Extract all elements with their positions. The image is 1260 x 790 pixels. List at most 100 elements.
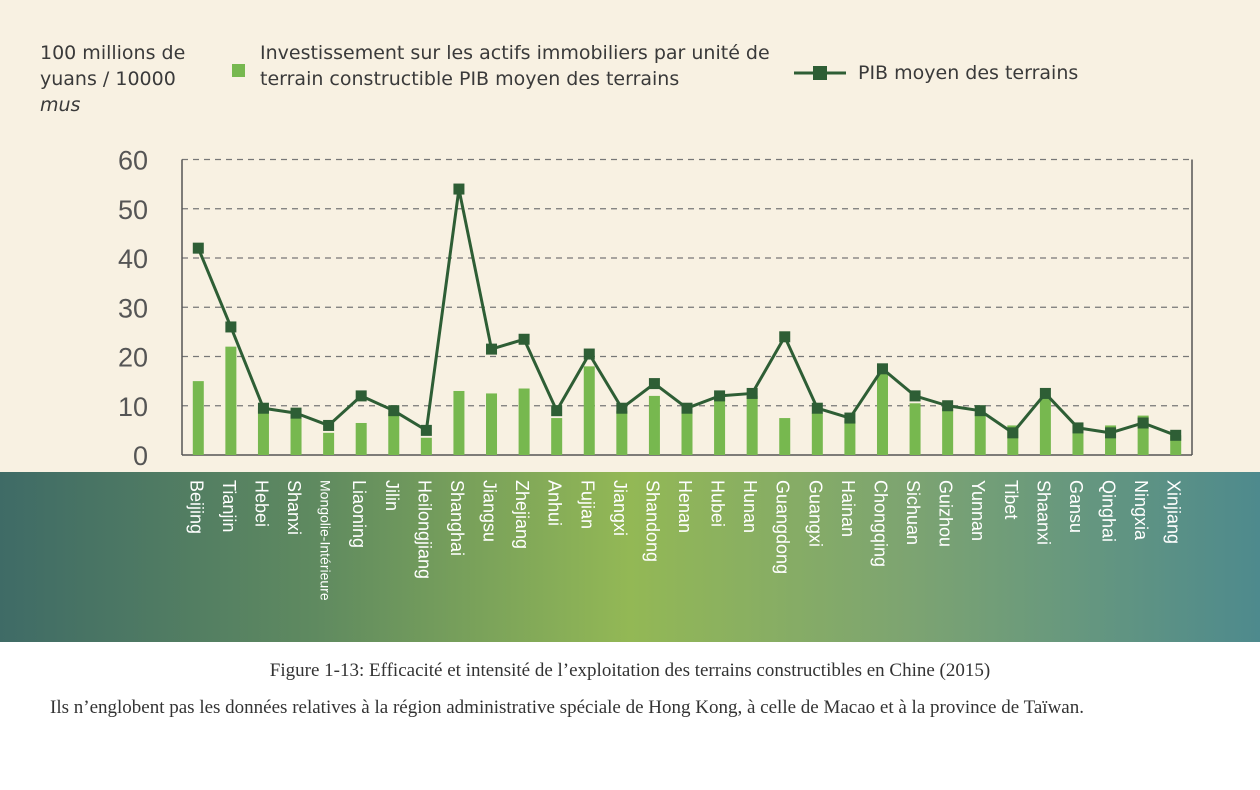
bar-shandong: [648, 395, 660, 455]
line-point-yunnan: [974, 405, 986, 417]
x-tick-label: Zhejiang: [512, 480, 532, 549]
bar-shanghai: [453, 390, 465, 455]
x-tick-label: Shaanxi: [1033, 480, 1053, 545]
chart-figure: 0 10 20 30 40 50 60 Beijing Tianjin Hebei Shanxi M…: [0, 0, 1260, 642]
bar-shanxi: [290, 415, 302, 455]
bar-guizhou: [942, 408, 954, 455]
x-tick-label: Qinghai: [1099, 480, 1119, 542]
y-unit-line-2: yuans / 10000: [40, 68, 176, 90]
line-point-shandong: [648, 378, 660, 390]
line-point-liaoning: [355, 390, 367, 402]
x-tick-label: Shanxi: [284, 480, 304, 535]
x-tick-label: Chongqing: [870, 480, 890, 567]
x-tick-label: Beijing: [186, 480, 206, 534]
legend-line-swatch: [794, 66, 846, 80]
x-tick-label: Tianjin: [219, 480, 239, 532]
bar-guangdong: [779, 418, 791, 455]
line-point-tianjin: [225, 321, 237, 333]
x-tick-label: Anhui: [545, 480, 565, 526]
legend-bar-label: Investissement sur les actifs immobilier…: [260, 42, 770, 90]
y-tick-label: 50: [118, 195, 148, 225]
x-tick-label: Heilongjiang: [414, 480, 434, 579]
line-point-hainan: [844, 412, 856, 424]
bar-hebei: [257, 408, 269, 455]
x-tick-label: Guangxi: [805, 480, 825, 547]
bar-jiangsu: [486, 393, 498, 455]
y-axis-unit-label: 100 millions de yuans / 10000 mus: [40, 40, 210, 118]
x-tick-label: Sichuan: [903, 480, 923, 545]
line-point-hebei: [257, 402, 269, 414]
bar-liaoning: [355, 422, 367, 455]
line-point-hubei: [714, 390, 726, 402]
y-unit-line-3: mus: [40, 94, 81, 116]
x-tick-label: Jilin: [382, 480, 402, 511]
bar-shaanxi: [1039, 395, 1051, 455]
line-point-tibet: [1007, 427, 1019, 439]
line-point-qinghai: [1105, 427, 1117, 439]
line-point-anhui: [551, 405, 563, 417]
line-point-guangdong: [779, 331, 791, 343]
bar-qinghai: [1105, 425, 1117, 455]
line-point-chongqing: [876, 363, 888, 375]
x-tick-label: Guizhou: [936, 480, 956, 547]
y-tick-label: 30: [118, 293, 148, 323]
bar-heilongjiang: [420, 437, 432, 455]
x-tick-label: Jiangxi: [610, 480, 630, 536]
line-point-fujian: [583, 348, 595, 360]
x-tick-label: Shanghai: [447, 480, 467, 556]
bar-mongolie-int-rieure: [323, 432, 335, 455]
bar-xinjiang: [1170, 435, 1182, 455]
x-tick-label: Henan: [675, 480, 695, 533]
y-unit-line-1: 100 millions de: [40, 42, 186, 64]
x-tick-label: Jiangsu: [480, 480, 500, 542]
bar-chongqing: [876, 373, 888, 455]
line-point-beijing: [192, 242, 204, 254]
x-tick-label: Yunnan: [968, 480, 988, 541]
legend-line-label: PIB moyen des terrains: [858, 62, 1079, 84]
bar-hainan: [844, 420, 856, 455]
bar-zhejiang: [518, 388, 530, 455]
line-point-guangxi: [811, 402, 823, 414]
bar-hunan: [746, 395, 758, 455]
x-tick-label: Mongolie-Intérieure: [318, 480, 334, 601]
line-point-shanxi: [290, 407, 302, 419]
bar-guangxi: [811, 413, 823, 455]
line-point-xinjiang: [1170, 429, 1182, 441]
x-tick-label: Ningxia: [1131, 480, 1151, 541]
bar-tianjin: [225, 346, 237, 455]
x-tick-label: Gansu: [1066, 480, 1086, 533]
x-tick-label: Hainan: [838, 480, 858, 537]
bar-sichuan: [909, 403, 921, 455]
bar-henan: [681, 410, 693, 455]
line-point-heilongjiang: [420, 424, 432, 436]
bar-jilin: [388, 413, 400, 455]
bar-fujian: [583, 366, 595, 455]
y-tick-label: 10: [118, 392, 148, 422]
y-tick-label: 40: [118, 244, 148, 274]
gdp-line: [196, 187, 1177, 437]
x-tick-label: Fujian: [577, 480, 597, 529]
bar-beijing: [192, 381, 204, 455]
line-point-sichuan: [909, 390, 921, 402]
line-point-gansu: [1072, 422, 1084, 434]
figure-caption-title: Figure 1-13: Efficacité et intensité de …: [269, 660, 991, 681]
line-point-guizhou: [942, 400, 954, 412]
line-point-henan: [681, 402, 693, 414]
x-tick-label: Shandong: [642, 480, 662, 562]
bar-gansu: [1072, 422, 1084, 455]
bar-anhui: [551, 418, 563, 455]
y-tick-label: 0: [133, 441, 148, 471]
x-tick-label: Xinjiang: [1164, 480, 1184, 544]
bar-ningxia: [1137, 415, 1149, 455]
line-point-shaanxi: [1039, 387, 1051, 399]
bar-hubei: [714, 398, 726, 455]
x-tick-label: Tibet: [1001, 480, 1021, 519]
chart-canvas: 0 10 20 30 40 50 60 Beijing Tianjin Hebei Shanxi M…: [118, 146, 1193, 601]
y-tick-label: 20: [118, 343, 148, 373]
figure-caption-note: Ils n’englobent pas les données relative…: [50, 697, 1084, 718]
bar-tibet: [1007, 425, 1019, 455]
line-point-shanghai: [453, 183, 465, 195]
line-point-zhejiang: [518, 333, 530, 345]
bar-yunnan: [974, 413, 986, 455]
bar-jiangxi: [616, 410, 628, 455]
